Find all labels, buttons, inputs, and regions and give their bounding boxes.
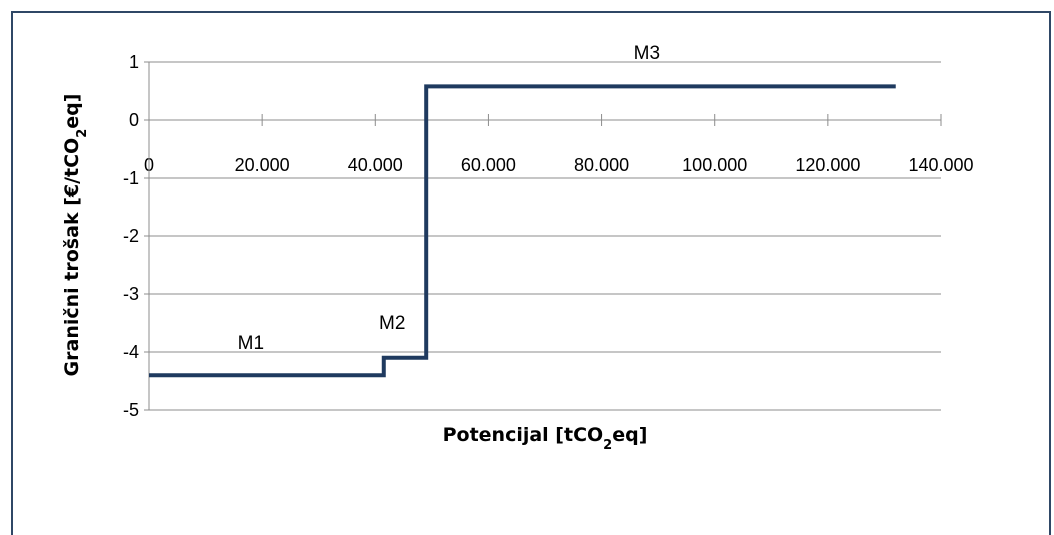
x-tick-label: 60.000 bbox=[461, 155, 516, 175]
y-tick-label: -2 bbox=[123, 226, 139, 246]
segment-label: M3 bbox=[634, 43, 660, 64]
series-line bbox=[149, 84, 896, 378]
x-axis-title: Potencijal [tCO2eq] bbox=[443, 424, 648, 453]
y-axis-title: Granični trošak [€/tCO2eq] bbox=[61, 94, 90, 377]
segment-label: M2 bbox=[379, 313, 405, 334]
chart-frame bbox=[11, 11, 1051, 535]
x-tick-label: 40.000 bbox=[348, 155, 403, 175]
segment-label: M1 bbox=[238, 333, 264, 354]
x-tick-label: 140.000 bbox=[908, 155, 973, 175]
x-tick-label: 120.000 bbox=[795, 155, 860, 175]
y-tick-label: 1 bbox=[129, 52, 139, 72]
series-group bbox=[149, 84, 896, 378]
annotations: M1 M2 M3 bbox=[238, 43, 660, 354]
x-axis: 0 20.000 40.000 60.000 80.000 100.000 120.000 1… bbox=[144, 114, 974, 175]
y-tick-label: 0 bbox=[129, 110, 139, 130]
x-tick-label: 80.000 bbox=[574, 155, 629, 175]
y-tick-label: -5 bbox=[123, 400, 139, 420]
grid-lines bbox=[149, 61, 941, 411]
y-tick-label: -3 bbox=[123, 284, 139, 304]
y-tick-label: -4 bbox=[123, 342, 139, 362]
y-axis: 1 0 -1 -2 -3 -4 -5 bbox=[123, 52, 150, 420]
y-tick-label: -1 bbox=[123, 168, 139, 188]
x-tick-label: 100.000 bbox=[682, 155, 747, 175]
x-tick-label: 20.000 bbox=[235, 155, 290, 175]
